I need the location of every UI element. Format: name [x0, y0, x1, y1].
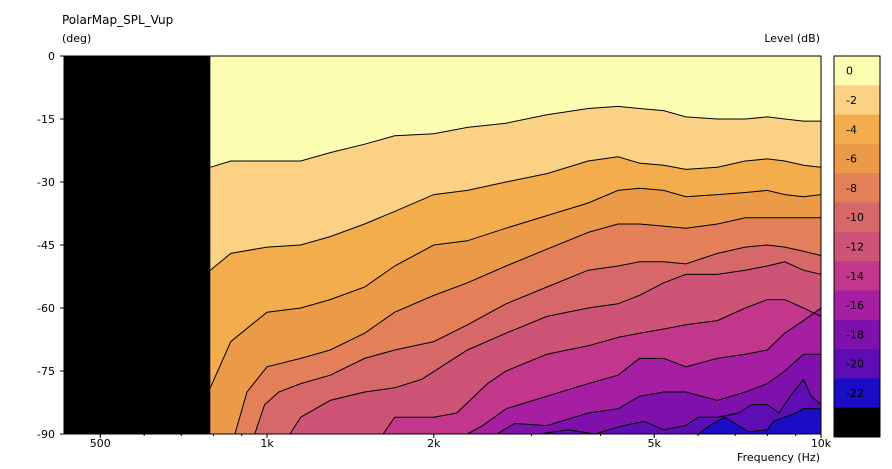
- legend-label: -16: [846, 299, 864, 312]
- contour-lines: [209, 105, 821, 434]
- legend-title: Level (dB): [764, 32, 820, 45]
- contour-line-m6: [209, 187, 821, 389]
- chart-title: PolarMap_SPL_Vup: [62, 13, 173, 27]
- contour-line-m2: [210, 105, 821, 168]
- y-tick-label: 0: [48, 50, 55, 63]
- x-tick-label: 10k: [811, 437, 832, 450]
- legend-label: -8: [846, 182, 857, 195]
- band-m20: [539, 379, 821, 434]
- legend-swatch: [834, 173, 880, 204]
- x-tick-label: 2k: [427, 437, 441, 450]
- legend-label: -2: [846, 94, 857, 107]
- contour-line-m8: [234, 217, 821, 434]
- legend-label: -10: [846, 211, 864, 224]
- legend-label: -18: [846, 328, 864, 341]
- contour-line-m22: [697, 408, 821, 434]
- legend-label: -22: [846, 387, 864, 400]
- contour-line-m10: [254, 244, 821, 434]
- legend-swatch: [834, 56, 880, 86]
- no-data-region: [64, 56, 211, 434]
- legend-swatch: [834, 202, 880, 233]
- legend-swatch: [834, 261, 880, 291]
- legend-swatch: [834, 378, 880, 409]
- x-axis: 500 1k 2k 5k 10k: [90, 434, 832, 450]
- contour-line-m16: [467, 307, 821, 434]
- legend-frame: [833, 55, 881, 438]
- x-axis-label: Frequency (Hz): [737, 451, 820, 464]
- legend-label: -24: [846, 416, 864, 429]
- y-tick-label: -90: [37, 428, 55, 441]
- x-tick-label: 5k: [648, 437, 662, 450]
- y-axis-unit: (deg): [62, 32, 91, 45]
- contour-line-m18: [496, 353, 821, 434]
- contour-line-m12: [289, 261, 821, 434]
- legend-swatch: [834, 231, 880, 262]
- legend-label: -20: [846, 358, 864, 371]
- legend-swatch: [834, 85, 880, 116]
- x-tick-label: 1k: [260, 437, 274, 450]
- y-tick-label: -30: [37, 176, 55, 189]
- legend-swatch: [834, 114, 880, 145]
- legend-label: -14: [846, 270, 864, 283]
- contour-line-m4: [209, 156, 821, 271]
- legend-label: -12: [846, 241, 864, 254]
- legend-label: -6: [846, 153, 857, 166]
- legend-label: 0: [846, 65, 853, 78]
- y-axis: 0 -15 -30 -45 -60 -75 -90: [37, 50, 64, 441]
- contour-line-m14: [382, 299, 821, 434]
- y-tick-label: -15: [37, 113, 55, 126]
- y-tick-label: -75: [37, 365, 55, 378]
- plot-area: [64, 56, 821, 434]
- legend-swatch: [834, 349, 880, 379]
- y-tick-label: -60: [37, 302, 55, 315]
- legend-swatch: [834, 319, 880, 350]
- color-legend: 0 -2 -4 -6 -8 -10 -12 -14 -16 -18 -20 -22 -24: [833, 55, 881, 438]
- legend-swatch: [834, 407, 880, 438]
- legend-swatch: [834, 290, 880, 321]
- contour-line-m20: [539, 378, 821, 434]
- legend-swatch: [834, 143, 880, 174]
- legend-label: -4: [846, 123, 857, 136]
- y-tick-label: -45: [37, 239, 55, 252]
- x-tick-label: 500: [90, 437, 111, 450]
